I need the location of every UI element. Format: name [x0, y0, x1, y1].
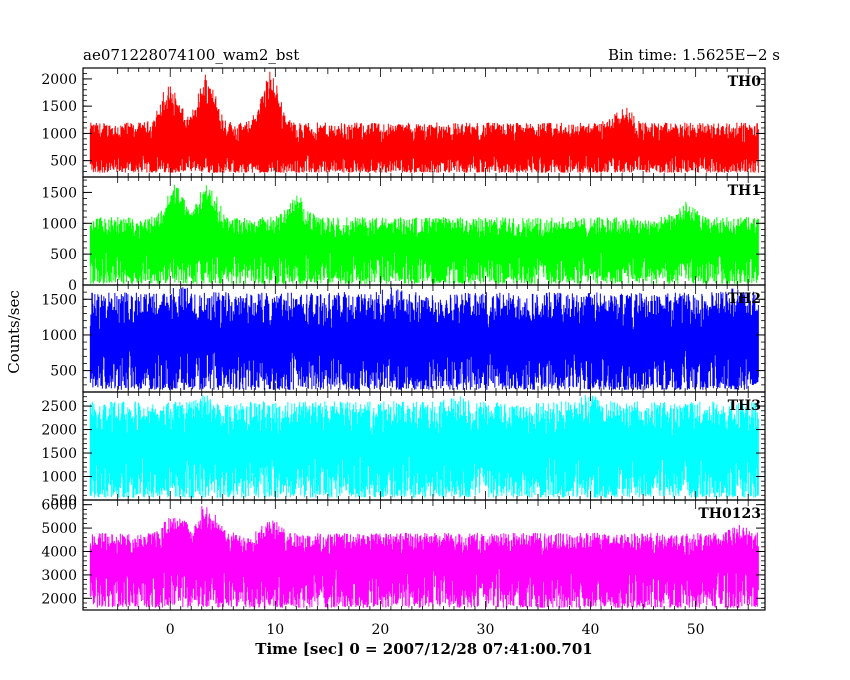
y-tick-label: 5000	[41, 521, 77, 537]
x-tick-label: 50	[687, 622, 705, 638]
x-tick-label: 0	[166, 622, 175, 638]
y-tick-label: 1500	[41, 446, 77, 462]
label-layer: ae071228074100_wam2_bst Bin time: 1.5625…	[5, 46, 780, 658]
panel-frame-th0123	[82, 499, 766, 611]
y-tick-label: 500	[50, 493, 77, 509]
y-tick-label: 500	[50, 364, 77, 380]
x-tick-label: 30	[477, 622, 495, 638]
y-tick-label: 6000	[41, 498, 77, 514]
bin-time-label: Bin time: 1.5625E−2 s	[608, 46, 780, 64]
y-tick-label: 4000	[41, 544, 77, 560]
frame-layer	[82, 67, 766, 611]
panel-label-th3: TH3	[728, 398, 761, 414]
series-th3	[89, 395, 759, 498]
y-tick-label: 500	[50, 247, 77, 263]
series-th2	[89, 287, 759, 390]
y-tick-label: 500	[50, 154, 77, 170]
y-tick-label: 1500	[41, 99, 77, 115]
y-tick-label: 0	[68, 278, 77, 294]
panel-label-th0123: TH0123	[698, 506, 761, 522]
panel-label-th0: TH0	[728, 74, 762, 90]
x-axis-label: Time [sec] 0 = 2007/12/28 07:41:00.701	[255, 640, 592, 658]
y-tick-label: 1500	[41, 185, 77, 201]
series-th0123	[89, 506, 759, 608]
series-layer	[89, 71, 759, 608]
y-tick-label: 1500	[41, 292, 77, 308]
y-tick-label: 3000	[41, 568, 77, 584]
y-tick-label: 1000	[41, 126, 77, 142]
y-tick-label: 2000	[41, 423, 77, 439]
x-tick-label: 10	[266, 622, 284, 638]
series-th0	[89, 71, 759, 173]
series-th1	[89, 184, 759, 284]
x-tick-label: 20	[371, 622, 389, 638]
y-tick-label: 1000	[41, 470, 77, 486]
y-tick-label: 1000	[41, 216, 77, 232]
x-tick-label: 40	[582, 622, 600, 638]
panel-label-th1: TH1	[728, 183, 761, 199]
y-tick-label: 2000	[41, 72, 77, 88]
y-axis-label: Counts/sec	[5, 290, 23, 374]
y-tick-label: 1000	[41, 328, 77, 344]
chart-title: ae071228074100_wam2_bst	[83, 46, 299, 64]
y-tick-label: 2500	[41, 399, 77, 415]
panel-label-th2: TH2	[728, 291, 761, 307]
y-tick-label: 2000	[41, 591, 77, 607]
